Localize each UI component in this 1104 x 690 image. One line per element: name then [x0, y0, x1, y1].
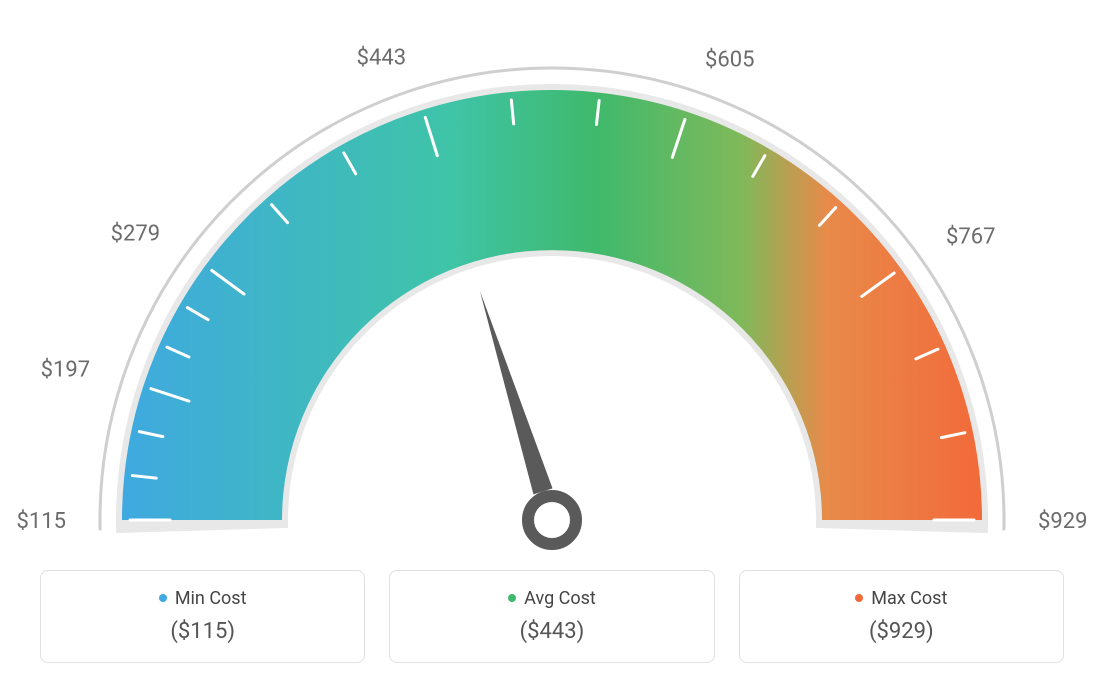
dot-icon	[855, 594, 863, 602]
min-cost-label: Min Cost	[159, 588, 247, 609]
summary-cards: Min Cost ($115) Avg Cost ($443) Max Cost…	[0, 570, 1104, 663]
cost-gauge-widget: $115 $197 $279 $443 $605 $767 $929 Min Cost ($…	[0, 0, 1104, 690]
min-cost-label-text: Min Cost	[175, 588, 247, 609]
max-cost-label: Max Cost	[855, 588, 947, 609]
svg-text:$767: $767	[946, 225, 995, 250]
max-cost-card: Max Cost ($929)	[739, 570, 1064, 663]
avg-cost-card: Avg Cost ($443)	[389, 570, 714, 663]
svg-text:$197: $197	[41, 358, 90, 383]
dot-icon	[508, 594, 516, 602]
dot-icon	[159, 594, 167, 602]
svg-text:$443: $443	[357, 45, 406, 70]
gauge-chart: $115 $197 $279 $443 $605 $767 $929	[0, 0, 1104, 560]
avg-cost-label-text: Avg Cost	[524, 588, 596, 609]
svg-text:$605: $605	[705, 48, 754, 73]
min-cost-card: Min Cost ($115)	[40, 570, 365, 663]
avg-cost-value: ($443)	[390, 619, 713, 644]
svg-text:$279: $279	[111, 222, 160, 247]
svg-text:$115: $115	[17, 509, 66, 534]
max-cost-value: ($929)	[740, 619, 1063, 644]
svg-text:$929: $929	[1038, 509, 1087, 534]
gauge-area: $115 $197 $279 $443 $605 $767 $929	[0, 0, 1104, 560]
max-cost-label-text: Max Cost	[871, 588, 947, 609]
min-cost-value: ($115)	[41, 619, 364, 644]
avg-cost-label: Avg Cost	[508, 588, 596, 609]
